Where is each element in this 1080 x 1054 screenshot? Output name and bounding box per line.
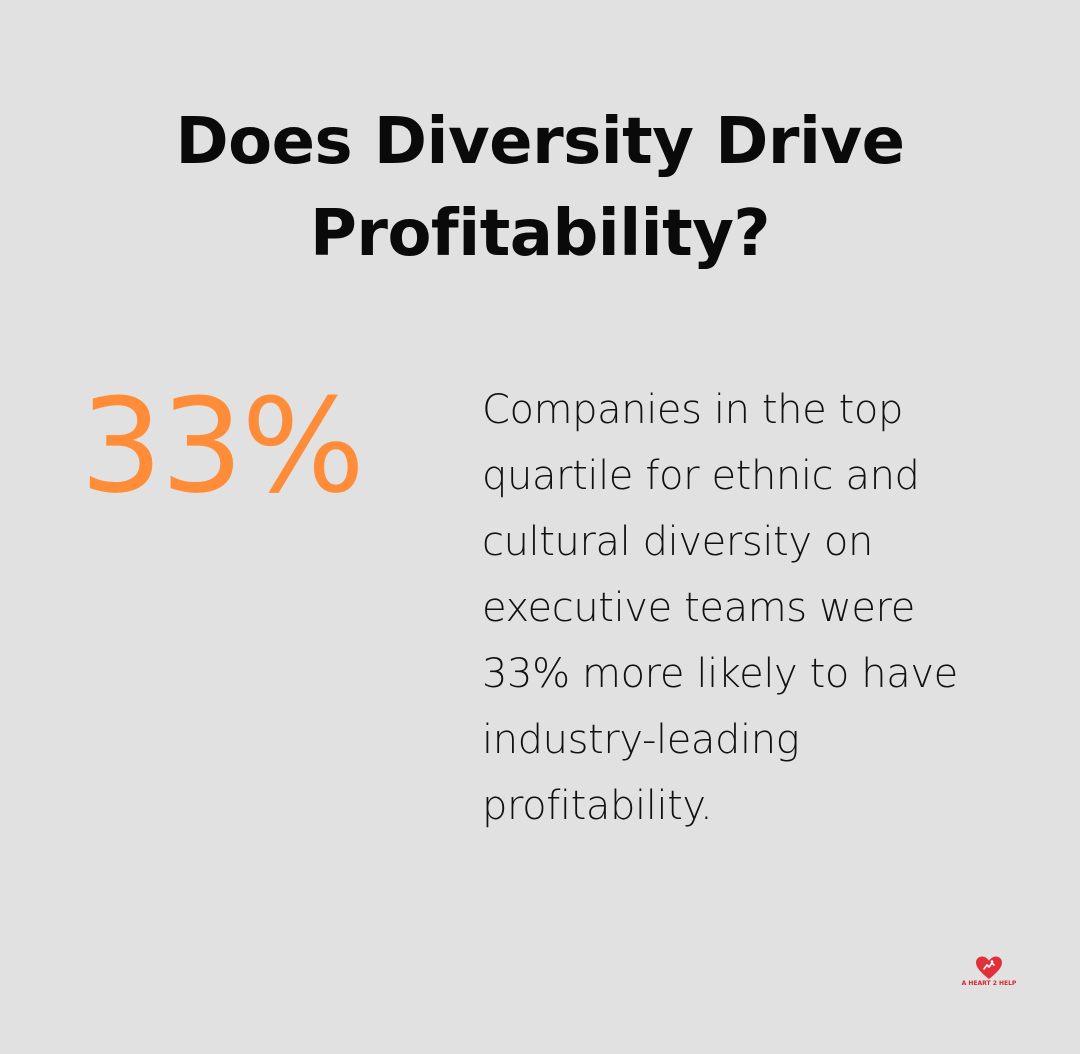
description-line: industry-leading [482, 717, 800, 763]
brand-logo-text: A HEART 2 HELP [961, 980, 1017, 987]
description-line: 33% more likely to have [482, 651, 958, 697]
description-line: quartile for ethnic and [482, 453, 920, 499]
description-line: cultural diversity on [482, 519, 873, 565]
title-line-1: Does Diversity Drive [175, 105, 906, 179]
description-line: Companies in the top [482, 387, 903, 433]
stat-value: 33% [80, 370, 365, 522]
page-title: Does Diversity Drive Profitability? [0, 96, 1080, 280]
description-line: profitability. [482, 783, 713, 829]
heart-hands-icon [976, 956, 1002, 979]
description-line: executive teams were [482, 585, 915, 631]
title-line-2: Profitability? [309, 197, 771, 271]
stat-description: Companies in the top quartile for ethnic… [482, 377, 1042, 839]
brand-logo: A HEART 2 HELP [958, 956, 1020, 992]
